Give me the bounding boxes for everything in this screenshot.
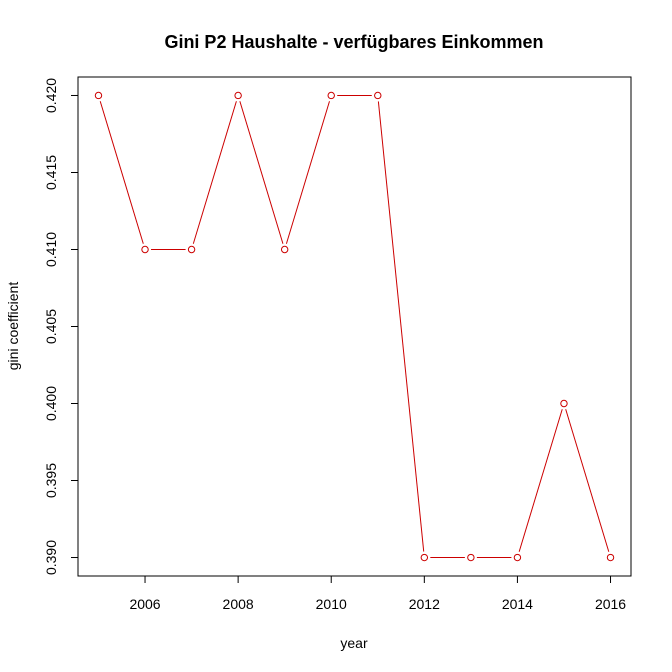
data-point <box>420 553 429 562</box>
y-tick-label: 0.390 <box>43 540 59 575</box>
series-layer <box>94 91 615 562</box>
y-tick-label: 0.410 <box>43 232 59 267</box>
series-line-segment <box>518 409 563 552</box>
x-tick-label: 2010 <box>316 596 347 612</box>
series-line-segment <box>239 101 284 244</box>
data-point <box>467 553 475 562</box>
series-line-segment <box>565 409 610 552</box>
data-point <box>327 91 335 100</box>
data-point <box>187 245 196 254</box>
y-tick-label: 0.395 <box>43 463 59 498</box>
series-line-segment <box>377 101 425 552</box>
data-point <box>606 553 615 562</box>
x-tick-label: 2006 <box>129 596 160 612</box>
data-point <box>513 553 522 562</box>
y-tick-label: 0.405 <box>43 309 59 344</box>
data-point <box>234 91 242 100</box>
x-tick-label: 2012 <box>409 596 440 612</box>
data-point <box>560 399 568 408</box>
series-line-segment <box>192 101 237 244</box>
y-tick-label: 0.415 <box>43 155 59 190</box>
data-point <box>374 91 382 100</box>
x-axis: 2006 2008 2010 2012 2014 2016 <box>129 576 626 612</box>
chart-title: Gini P2 Haushalte - verfügbares Einkomme… <box>164 32 543 52</box>
y-tick-label: 0.400 <box>43 386 59 421</box>
plot-frame <box>77 76 632 577</box>
y-axis: 0.390 0.395 0.400 0.405 0.410 0.415 0.420 <box>43 78 78 575</box>
series-line-segment <box>99 101 144 244</box>
y-axis-label: gini coefficient <box>5 282 21 371</box>
x-tick-label: 2008 <box>223 596 254 612</box>
data-point <box>94 91 103 100</box>
x-tick-label: 2014 <box>502 596 533 612</box>
data-point <box>141 245 149 254</box>
data-point <box>280 245 289 254</box>
y-tick-label: 0.420 <box>43 78 59 113</box>
x-tick-label: 2016 <box>595 596 626 612</box>
x-axis-label: year <box>340 635 368 651</box>
series-line-segment <box>285 101 330 244</box>
